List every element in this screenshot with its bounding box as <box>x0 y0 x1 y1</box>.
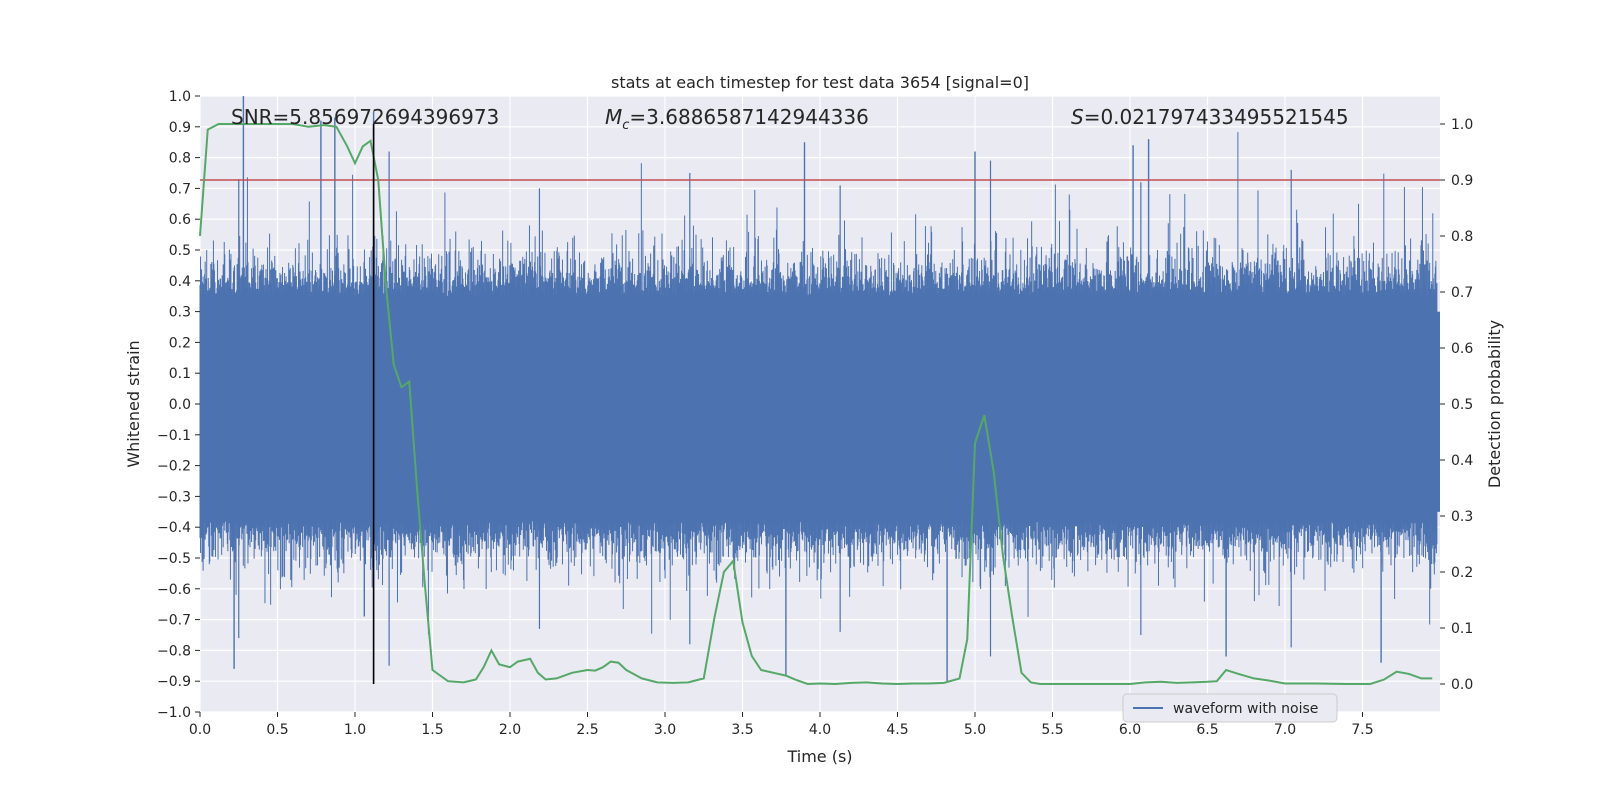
y-tick-label: −0.6 <box>157 582 191 598</box>
chart-title: stats at each timestep for test data 365… <box>611 73 1029 92</box>
y-right-tick-label: 0.8 <box>1451 229 1473 245</box>
y-tick-label: 1.0 <box>169 89 191 105</box>
y-right-tick-label: 0.0 <box>1451 677 1473 693</box>
x-tick-label: 1.5 <box>421 722 443 738</box>
y-tick-label: −1.0 <box>157 705 191 721</box>
y-right-tick-label: 0.4 <box>1451 453 1473 469</box>
y-tick-label: 0.2 <box>169 335 191 351</box>
x-tick-label: 4.5 <box>886 722 908 738</box>
waveform-series <box>199 96 1440 682</box>
y-tick-label: −0.5 <box>157 551 191 567</box>
y-tick-label: −0.3 <box>157 489 191 505</box>
y-tick-label: −0.4 <box>157 520 191 536</box>
y-tick-label: 0.0 <box>169 397 191 413</box>
x-tick-label: 7.0 <box>1274 722 1296 738</box>
x-tick-label: 3.5 <box>731 722 753 738</box>
x-axis-label: Time (s) <box>786 747 852 766</box>
y-tick-label: 0.8 <box>169 151 191 167</box>
x-ticks: 0.0 0.5 1.0 1.5 2.0 2.5 3.0 3.5 4.0 4.5 5.0 5.5 6.0 6… <box>189 712 1374 738</box>
x-tick-label: 1.0 <box>344 722 366 738</box>
y-right-tick-label: 0.5 <box>1451 397 1473 413</box>
x-tick-label: 3.0 <box>654 722 676 738</box>
y-ticks: 1.0 0.9 0.8 0.7 0.6 0.5 0.4 0.3 0.2 0.1 0.0 −0.1 −0.… <box>157 89 200 721</box>
y-right-tick-label: 0.7 <box>1451 285 1473 301</box>
y-tick-label: 0.7 <box>169 181 191 197</box>
y-right-tick-label: 0.6 <box>1451 341 1473 357</box>
y-tick-label: 0.1 <box>169 366 191 382</box>
x-tick-label: 7.5 <box>1351 722 1373 738</box>
y-right-axis-label: Detection probability <box>1485 320 1504 488</box>
y-tick-label: 0.6 <box>169 212 191 228</box>
x-tick-label: 6.0 <box>1119 722 1141 738</box>
legend-label-waveform: waveform with noise <box>1173 701 1318 717</box>
y-tick-label: 0.9 <box>169 120 191 136</box>
x-tick-label: 6.5 <box>1196 722 1218 738</box>
y-tick-label: −0.7 <box>157 613 191 629</box>
chirp-mass-annotation: Mc=3.6886587142944336 <box>605 105 869 133</box>
x-tick-label: 5.5 <box>1041 722 1063 738</box>
legend-box <box>1122 693 1338 723</box>
y-axis-label: Whitened strain <box>124 340 143 467</box>
legend: waveform with noise <box>1122 693 1338 723</box>
y-right-tick-label: 0.1 <box>1451 621 1473 637</box>
x-tick-label: 5.0 <box>964 722 986 738</box>
y-tick-label: 0.5 <box>169 243 191 259</box>
x-tick-label: 2.5 <box>576 722 598 738</box>
y-tick-label: 0.3 <box>169 305 191 321</box>
score-annotation: S=0.021797433495521545 <box>1071 105 1349 129</box>
snr-annotation: SNR=5.856972694396973 <box>231 105 499 129</box>
y-tick-label: −0.9 <box>157 674 191 690</box>
x-tick-label: 0.5 <box>266 722 288 738</box>
y-tick-label: −0.2 <box>157 459 191 475</box>
waveform-core <box>200 311 1440 512</box>
y-tick-label: −0.1 <box>157 428 191 444</box>
y-tick-label: 0.4 <box>169 274 191 290</box>
x-tick-label: 0.0 <box>189 722 211 738</box>
detection-probability-line <box>199 123 1433 686</box>
y-right-tick-label: 0.2 <box>1451 565 1473 581</box>
y-right-ticks: 1.0 0.9 0.8 0.7 0.6 0.5 0.4 0.3 0.2 0.1 0.0 <box>1440 117 1473 693</box>
y-right-tick-label: 1.0 <box>1451 117 1473 133</box>
y-right-tick-label: 0.9 <box>1451 173 1473 189</box>
x-tick-label: 4.0 <box>809 722 831 738</box>
x-tick-label: 2.0 <box>499 722 521 738</box>
y-tick-label: −0.8 <box>157 643 191 659</box>
y-right-tick-label: 0.3 <box>1451 509 1473 525</box>
